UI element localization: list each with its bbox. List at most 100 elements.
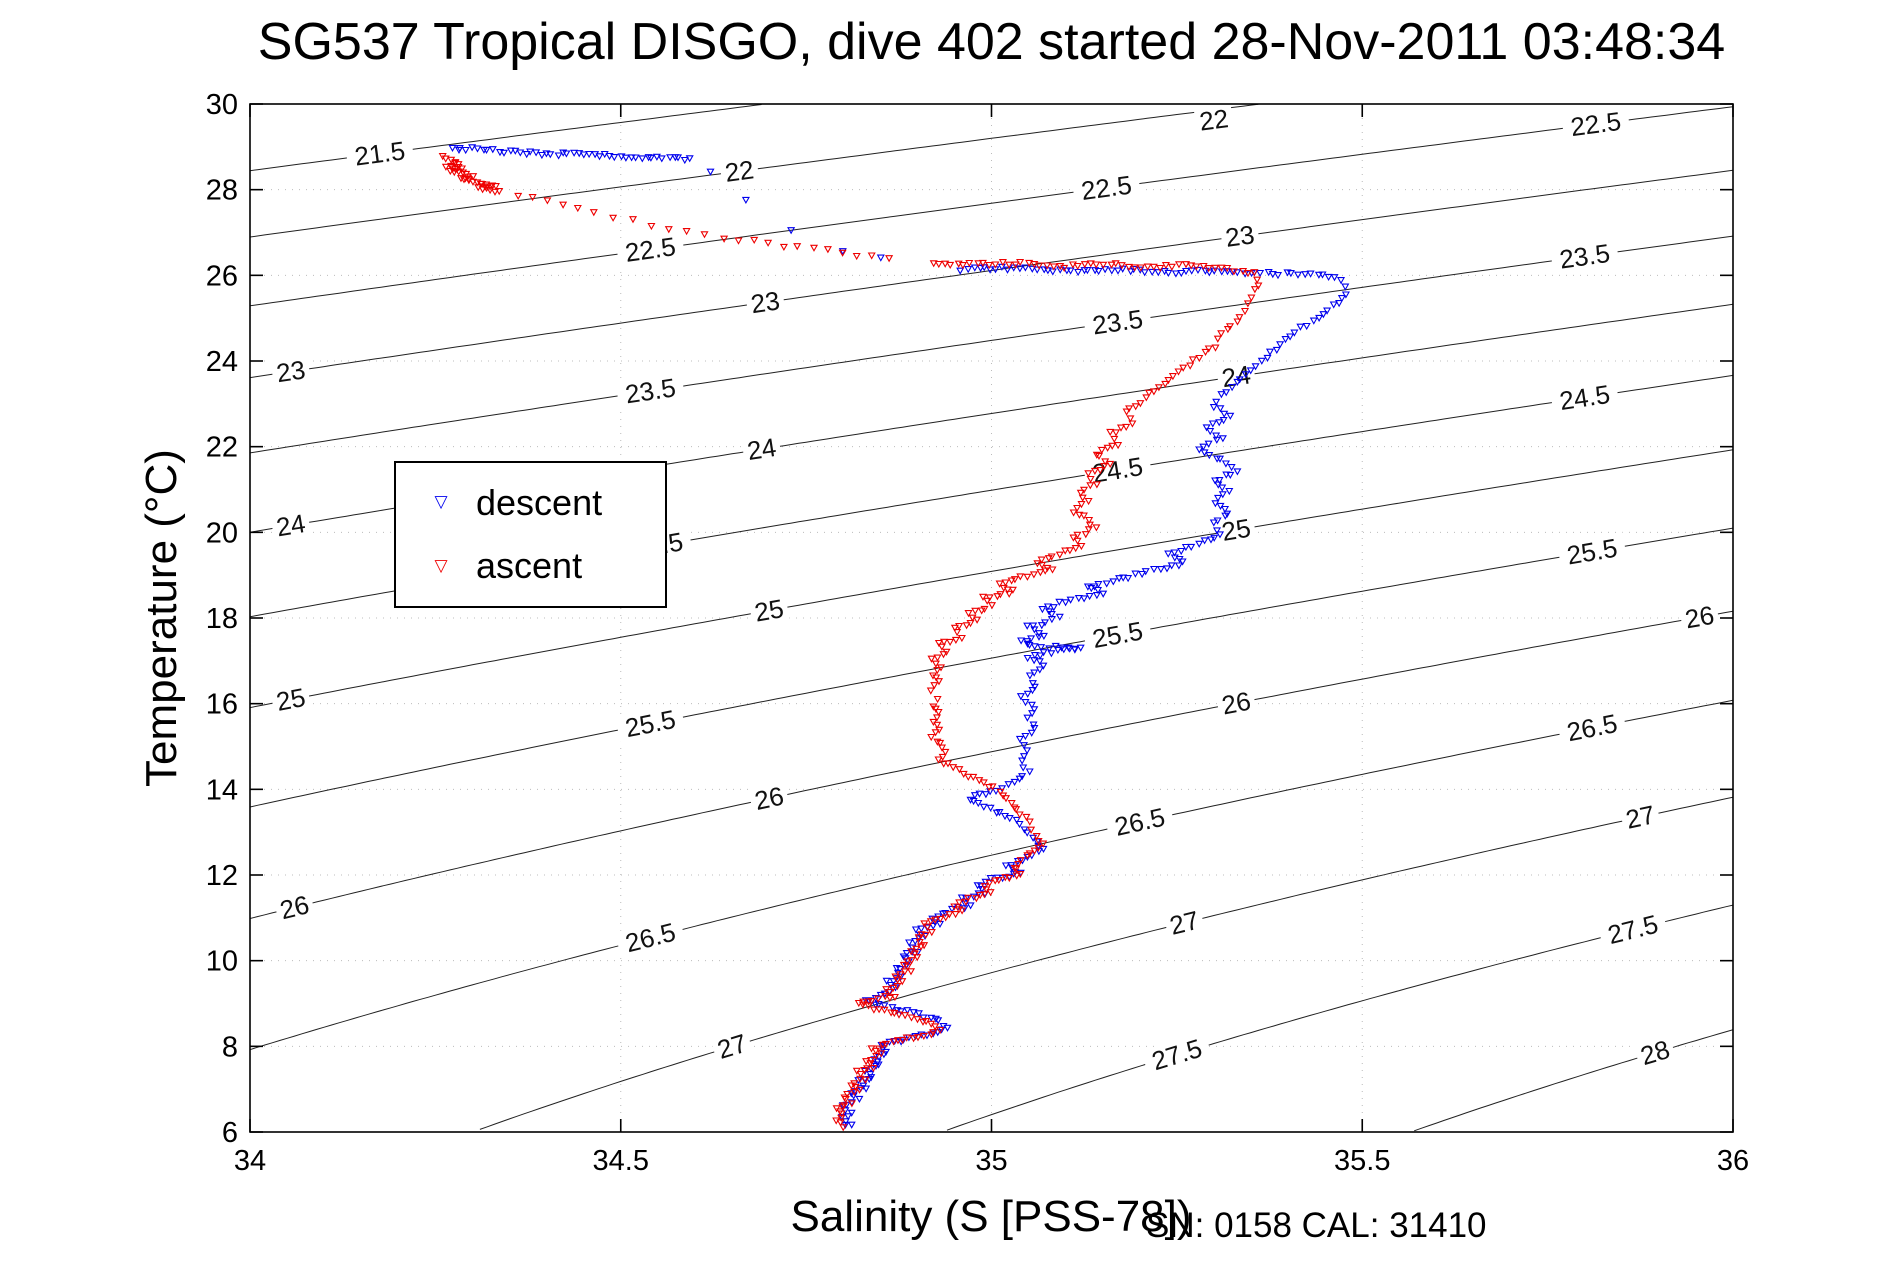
contour-label: 21.5: [345, 135, 415, 172]
y-tick-label: 28: [206, 175, 238, 207]
svg-text:26: 26: [1219, 686, 1253, 721]
contour-line: [250, 104, 762, 172]
y-tick-label: 6: [222, 1117, 238, 1149]
contour-label: 24: [270, 508, 312, 542]
svg-text:26.5: 26.5: [1112, 802, 1168, 842]
contour-label: 24: [1215, 359, 1257, 393]
contour-label: 26: [1215, 686, 1258, 721]
contour-label: 26: [1678, 600, 1721, 635]
x-tick-labels: 34 34.5 35 35.5 36: [234, 1145, 1749, 1177]
legend-entry-ascent: ▽ ascent: [420, 545, 665, 587]
svg-text:23.5: 23.5: [1558, 238, 1612, 275]
y-tick-label: 10: [206, 946, 238, 978]
svg-text:27.5: 27.5: [1605, 909, 1661, 950]
contour-label: 25: [1215, 513, 1257, 547]
svg-text:25: 25: [274, 682, 308, 717]
svg-text:26: 26: [277, 889, 312, 925]
contour-label: 23: [744, 285, 786, 319]
svg-text:24.5: 24.5: [1557, 379, 1612, 416]
y-tick-label: 22: [206, 432, 238, 464]
x-tick-label: 34: [234, 1145, 266, 1177]
svg-text:27.5: 27.5: [1148, 1033, 1205, 1076]
contour-label: 26.5: [1104, 801, 1176, 843]
contour-label: 26: [747, 781, 791, 816]
y-tick-label: 20: [206, 517, 238, 549]
contour-line: [250, 527, 1733, 808]
contour-label: 26: [273, 889, 316, 926]
svg-text:27: 27: [1623, 799, 1658, 834]
y-tick-label: 16: [206, 689, 238, 721]
contour-line: [250, 699, 1733, 1051]
contour-label: 25.5: [1082, 615, 1153, 655]
svg-text:22.5: 22.5: [1079, 170, 1133, 206]
y-tick-labels: 6 8 10 12 14 16 18 20 22 24 26 28 30: [206, 89, 238, 1149]
contour-label: 25: [748, 593, 790, 628]
contour-label: 26.5: [614, 915, 687, 960]
svg-text:24: 24: [745, 432, 778, 466]
contour-line: [250, 449, 1733, 709]
svg-text:24: 24: [1220, 359, 1253, 393]
contour-label: 22.5: [615, 231, 686, 269]
svg-text:23: 23: [749, 285, 782, 319]
contour-label: 22: [719, 154, 760, 188]
descent-marker-icon: ▽: [434, 492, 448, 513]
x-tick-label: 35: [975, 1145, 1007, 1177]
ascent-scatter: [438, 153, 1263, 1132]
contour-label: 22.5: [1071, 170, 1142, 207]
svg-text:26: 26: [752, 781, 787, 816]
svg-text:22: 22: [723, 154, 756, 188]
contour-label: 27.5: [1141, 1031, 1213, 1078]
svg-text:24: 24: [274, 508, 307, 542]
svg-text:22.5: 22.5: [1569, 106, 1623, 142]
legend: ▽ descent ▽ ascent: [394, 461, 667, 608]
svg-text:23.5: 23.5: [1090, 304, 1144, 341]
contour-label: 23.5: [615, 372, 686, 410]
y-tick-label: 26: [206, 260, 238, 292]
svg-text:23: 23: [1224, 219, 1257, 253]
x-tick-label: 36: [1717, 1145, 1749, 1177]
contour-label: 24.5: [1549, 378, 1620, 417]
svg-text:22.5: 22.5: [623, 231, 677, 268]
contour-label: 27.5: [1597, 907, 1669, 952]
x-axis-label: Salinity (S [PSS-78]): [790, 1192, 1192, 1241]
contour-line: [479, 796, 1733, 1130]
contour-label: 27: [1619, 799, 1662, 835]
y-tick-label: 12: [206, 860, 238, 892]
y-axis-label: Temperature (°C): [137, 449, 186, 787]
legend-entry-descent: ▽ descent: [420, 482, 665, 524]
serial-cal-annotation: SN: 0158 CAL: 31410: [1146, 1206, 1487, 1245]
contour-label: 22: [1193, 103, 1235, 137]
x-tick-label: 34.5: [593, 1145, 649, 1177]
svg-text:21.5: 21.5: [353, 135, 407, 171]
contour-label: 27: [710, 1027, 754, 1066]
contour-line: [250, 106, 1733, 307]
y-tick-label: 30: [206, 89, 238, 121]
legend-label-ascent: ascent: [476, 545, 583, 587]
svg-text:25.5: 25.5: [1565, 533, 1620, 571]
svg-text:23.5: 23.5: [623, 372, 678, 409]
contour-label: 28: [1633, 1033, 1677, 1072]
contour-label: 25.5: [1557, 532, 1628, 572]
contour-label: 23: [270, 354, 312, 388]
ascent-marker-icon: ▽: [434, 555, 448, 576]
contour-line: [1414, 1029, 1733, 1132]
svg-text:26: 26: [1683, 600, 1717, 635]
contour-line: [250, 610, 1733, 919]
legend-label-descent: descent: [476, 481, 603, 523]
svg-text:25.5: 25.5: [1090, 615, 1145, 654]
chart-title: SG537 Tropical DISGO, dive 402 started 2…: [257, 13, 1726, 71]
svg-text:23: 23: [274, 354, 307, 388]
svg-text:26.5: 26.5: [622, 917, 678, 959]
contour-label: 22.5: [1561, 106, 1631, 143]
contour-label: 23.5: [1082, 304, 1153, 341]
x-tick-label: 35.5: [1334, 1145, 1390, 1177]
svg-text:22: 22: [1198, 103, 1230, 136]
contour-label: 25.5: [615, 703, 686, 744]
svg-text:26.5: 26.5: [1564, 708, 1619, 747]
svg-text:27: 27: [1167, 905, 1202, 941]
y-tick-label: 14: [206, 774, 238, 806]
svg-text:25: 25: [752, 593, 786, 628]
svg-text:25.5: 25.5: [623, 704, 678, 743]
